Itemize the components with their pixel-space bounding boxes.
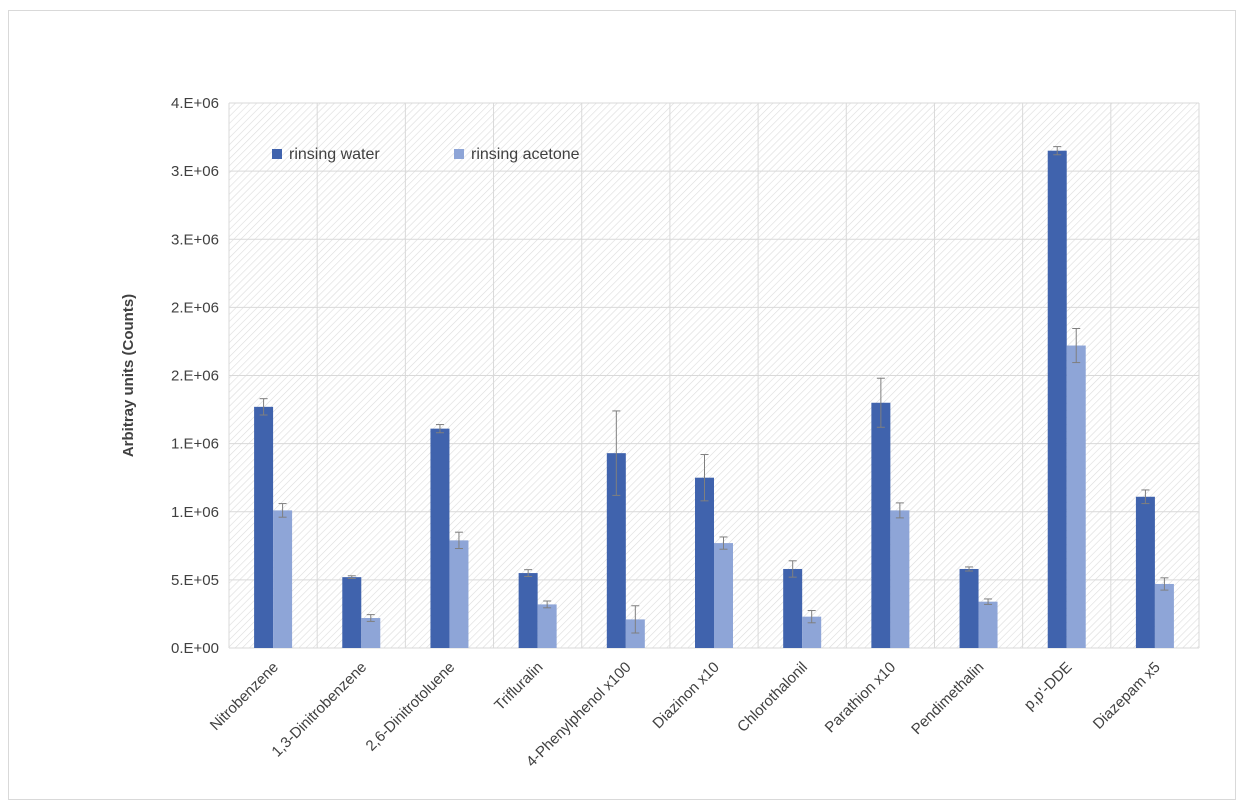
x-category-label: Pendimethalin: [908, 659, 987, 738]
bar-rinsing-acetone: [361, 618, 381, 648]
bar-rinsing-acetone: [273, 510, 293, 648]
y-tick-label: 3.E+06: [171, 163, 219, 180]
error-bars: [259, 146, 1169, 634]
bar-rinsing-water: [959, 568, 979, 648]
x-category-label: Parathion x10: [822, 659, 899, 736]
x-category-label: Diazinon x10: [649, 659, 722, 732]
x-category-label: Chlorothalonil: [734, 659, 811, 736]
legend-label-rinsing-water: rinsing water: [289, 146, 380, 163]
x-category-label: p,p'-DDE: [1021, 659, 1076, 714]
bar-rinsing-water: [1047, 150, 1067, 648]
x-category-label: 2,6-Dinitrotoluene: [363, 659, 459, 755]
bar-rinsing-water: [254, 406, 274, 648]
chart-frame: 0.E+00 5.E+05 1.E+06 1.E+06 2.E+06 2.E+06 3.E+…: [8, 10, 1236, 800]
bar-rinsing-water: [342, 577, 362, 648]
bar-rinsing-water: [430, 428, 450, 648]
x-category-label: Nitrobenzene: [207, 659, 282, 734]
x-category-label: Trifluralin: [491, 659, 546, 714]
x-category-label: 1,3-Dinitrobenzene: [268, 659, 370, 761]
bar-rinsing-water: [1135, 496, 1155, 648]
bar-rinsing-acetone: [537, 604, 557, 648]
legend-label-rinsing-acetone: rinsing acetone: [471, 146, 580, 163]
x-axis-category-labels: Nitrobenzene1,3-Dinitrobenzene2,6-Dinitr…: [207, 659, 1164, 771]
bar-chart: 0.E+00 5.E+05 1.E+06 1.E+06 2.E+06 2.E+06 3.E+…: [120, 95, 1200, 771]
legend-swatch-rinsing-water: [272, 149, 282, 159]
bar-rinsing-acetone: [449, 540, 469, 648]
y-tick-label: 3.E+06: [171, 231, 219, 248]
bar-rinsing-water: [783, 568, 803, 648]
bar-rinsing-water: [871, 402, 891, 648]
y-tick-label: 1.E+06: [171, 504, 219, 521]
y-tick-label: 4.E+06: [171, 95, 219, 112]
bar-rinsing-acetone: [802, 616, 822, 648]
bar-rinsing-acetone: [714, 543, 733, 648]
y-tick-label: 2.E+06: [171, 299, 219, 316]
legend-swatch-rinsing-acetone: [454, 149, 464, 159]
bar-rinsing-acetone: [978, 601, 998, 648]
y-tick-label: 0.E+00: [171, 640, 219, 657]
bar-rinsing-water: [606, 453, 626, 648]
gridlines: [228, 102, 1200, 649]
bar-rinsing-water: [518, 573, 538, 648]
bar-rinsing-acetone: [625, 619, 645, 648]
bar-rinsing-acetone: [890, 510, 910, 648]
y-axis-title: Arbitray units (Counts): [120, 294, 137, 457]
x-category-label: Diazepam x5: [1090, 659, 1164, 733]
bar-rinsing-acetone: [1066, 345, 1086, 648]
bars: [254, 150, 1174, 648]
legend: rinsing water rinsing acetone: [272, 146, 580, 163]
bar-rinsing-water: [695, 477, 714, 648]
bar-rinsing-acetone: [1154, 583, 1174, 648]
y-tick-label: 5.E+05: [171, 572, 219, 589]
y-axis-tick-labels: 0.E+00 5.E+05 1.E+06 1.E+06 2.E+06 2.E+06 3.E+…: [171, 95, 219, 657]
y-tick-label: 2.E+06: [171, 368, 219, 385]
y-tick-label: 1.E+06: [171, 436, 219, 453]
